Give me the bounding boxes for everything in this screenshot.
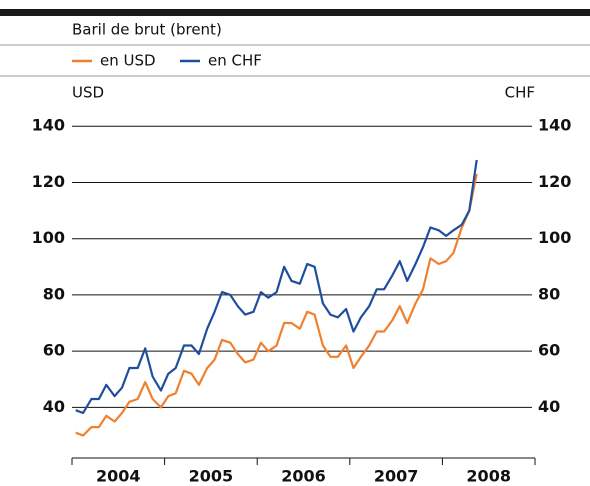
y2-tick-label: 140 (538, 116, 571, 135)
x-tick-label: 2004 (96, 467, 141, 486)
y-tick-label: 120 (32, 172, 65, 191)
legend-label: en CHF (208, 52, 262, 70)
y-tick-label: 100 (32, 228, 65, 247)
y-tick-label: 80 (43, 284, 65, 303)
y2-tick-label: 80 (538, 284, 560, 303)
y2-axis-label: CHF (505, 84, 535, 102)
y2-tick-label: 120 (538, 172, 571, 191)
x-tick-label: 2008 (466, 467, 511, 486)
data-line (75, 173, 478, 437)
y-tick-label: 60 (43, 341, 65, 360)
y-axis-label: USD (72, 84, 104, 102)
y2-tick-label: 100 (538, 228, 571, 247)
x-tick-label: 2006 (281, 467, 326, 486)
x-tick-label: 2005 (189, 467, 234, 486)
y-tick-label: 40 (43, 397, 65, 416)
legend-label: en USD (100, 52, 156, 70)
y-tick-label: 140 (32, 116, 65, 135)
x-tick-label: 2007 (374, 467, 419, 486)
chart-title: Baril de brut (brent) (72, 21, 222, 39)
data-line (75, 159, 478, 415)
y2-tick-label: 40 (538, 397, 560, 416)
y2-tick-label: 60 (538, 341, 560, 360)
top-bar (0, 9, 590, 16)
